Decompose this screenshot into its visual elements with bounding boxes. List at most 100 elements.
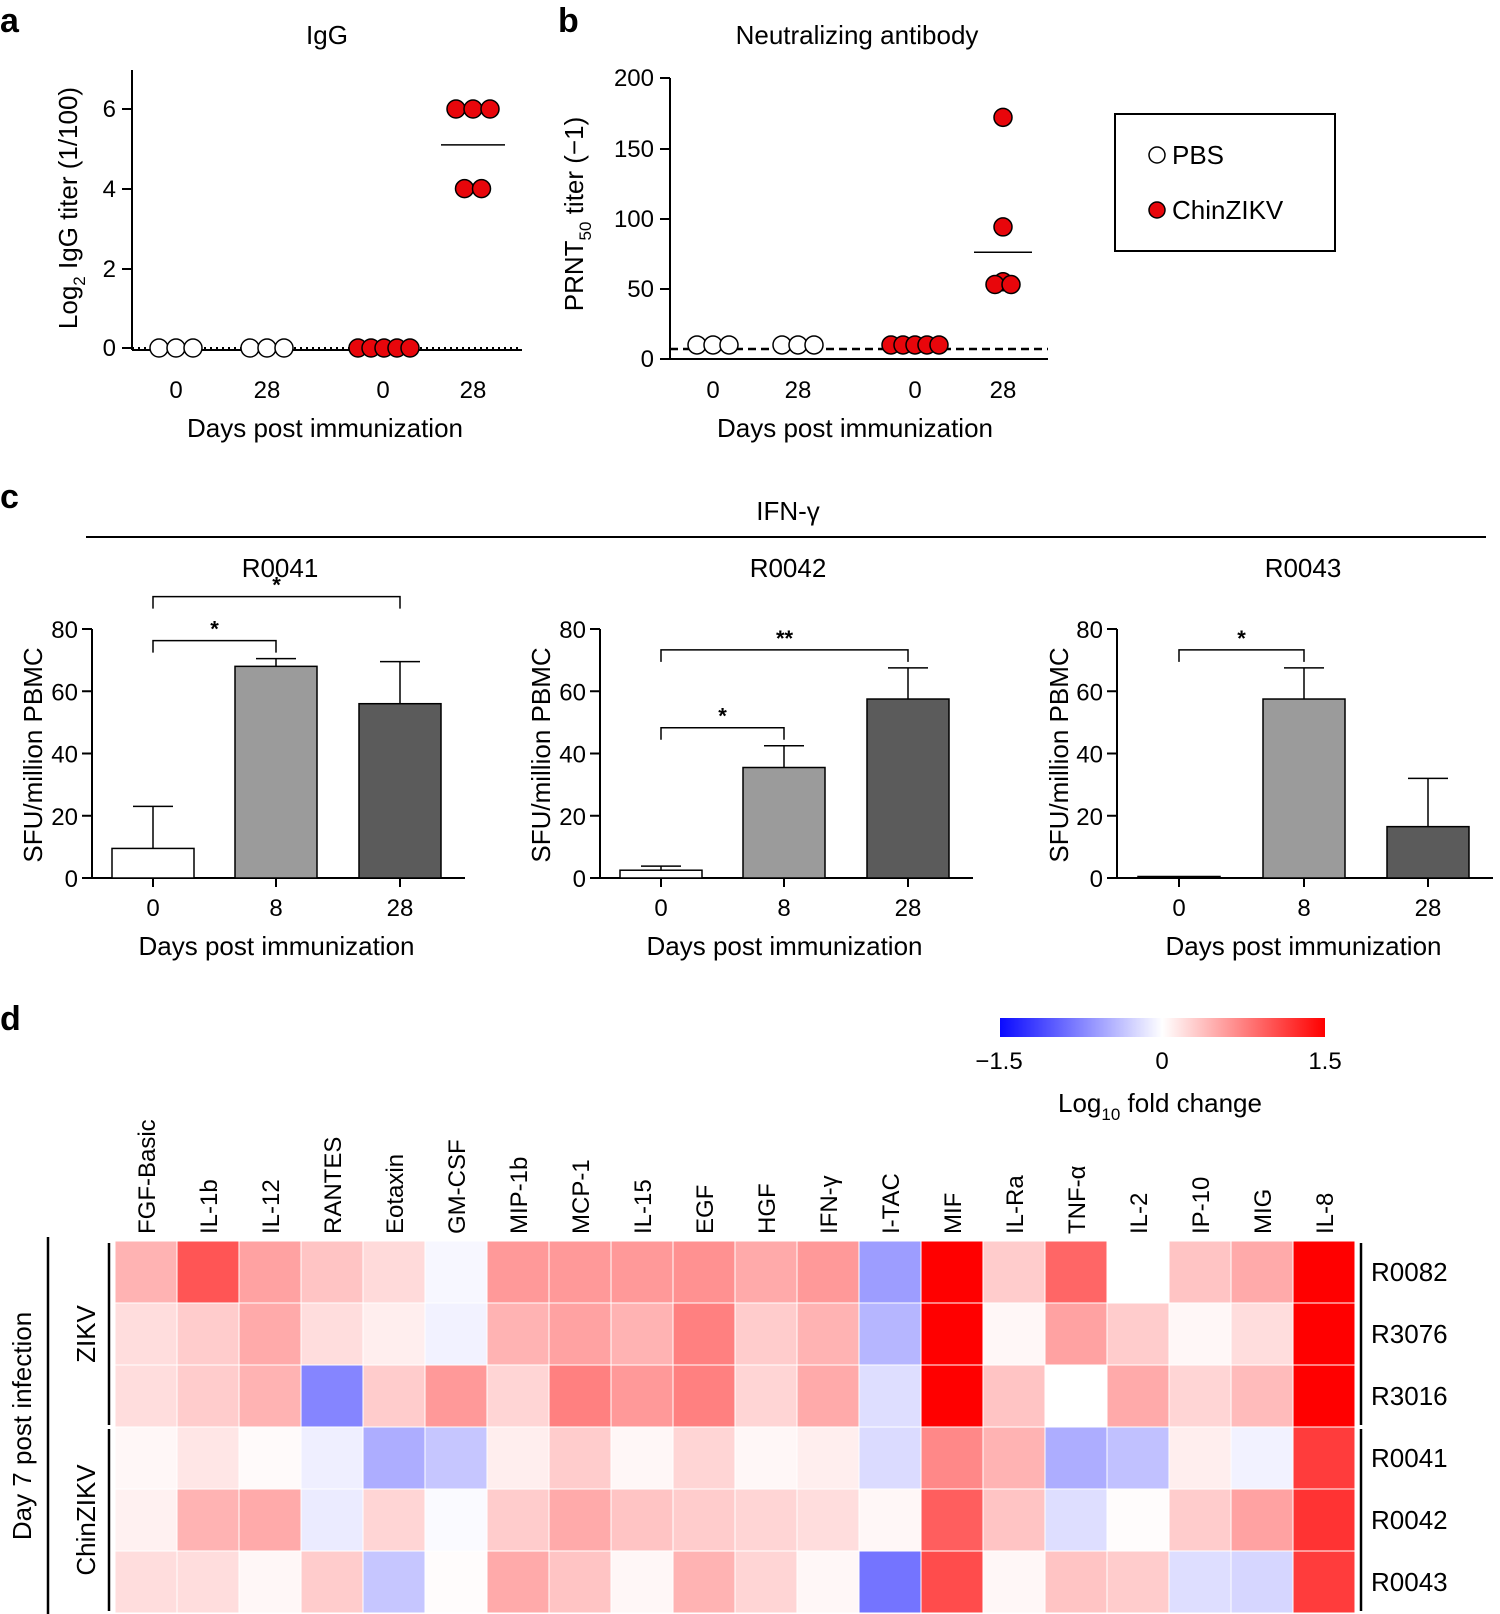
y-tick-label: 60 — [51, 679, 78, 706]
panel-b-y-tick: 100 — [614, 206, 670, 233]
heatmap-group-label: ZIKV — [71, 1304, 101, 1362]
panel-d-label: d — [0, 1000, 21, 1038]
heatmap-cell — [548, 1550, 612, 1614]
heatmap-column-label: IL-15 — [630, 1179, 657, 1234]
heatmap-cell — [610, 1240, 674, 1304]
heatmap-cell — [1168, 1364, 1232, 1428]
panel-a-points — [149, 99, 505, 358]
x-axis-label: Days post immunization — [139, 931, 415, 961]
x-tick-label: 8 — [777, 895, 790, 922]
heatmap-column-label: MIF — [940, 1193, 967, 1234]
heatmap-column-label: HGF — [754, 1183, 781, 1234]
bar-chart-r0042: R0042 0 20 40 60 80 0 8 28 Days post immunization… — [526, 553, 973, 961]
panel-a-y-axis-label: Log2 IgG titer (1/100) — [53, 87, 89, 329]
x-tick-label: 8 — [1297, 895, 1310, 922]
data-point — [274, 338, 294, 358]
heatmap: FGF-Basic IL-1b IL-12 RANTES Eotaxin GM-CSF MI… — [7, 1119, 1448, 1614]
heatmap-cell — [734, 1488, 798, 1552]
panel-c-label: c — [0, 478, 19, 516]
y-tick-label: 80 — [1076, 617, 1103, 644]
bar-chart-title: R0043 — [1265, 553, 1342, 583]
heatmap-row-label: R0043 — [1371, 1567, 1448, 1597]
heatmap-cell — [920, 1426, 984, 1490]
legend-chinzikv-marker — [1148, 201, 1166, 219]
heatmap-cell — [238, 1550, 302, 1614]
legend: PBS ChinZIKV — [1114, 113, 1336, 252]
panel-a-y-tick: 6 — [103, 96, 132, 123]
heatmap-cell — [734, 1364, 798, 1428]
bar — [742, 766, 826, 879]
panel-a-y-tick-label: 4 — [103, 176, 116, 203]
x-tick-label: 28 — [387, 895, 414, 922]
panel-a: IgG 0 2 4 6 0 28 0 28 Days post immuniza… — [53, 20, 522, 443]
heatmap-cell — [796, 1302, 860, 1366]
heatmap-cell — [672, 1488, 736, 1552]
y-tick-label: 40 — [51, 742, 78, 769]
heatmap-row-label: R0082 — [1371, 1257, 1448, 1287]
significance-label: ** — [776, 626, 794, 651]
colorbar-tick-label: 0 — [1155, 1048, 1168, 1075]
heatmap-cell — [1292, 1426, 1356, 1490]
heatmap-cell — [1230, 1488, 1294, 1552]
heatmap-row-label: R3076 — [1371, 1319, 1448, 1349]
significance-bracket — [660, 649, 909, 662]
x-tick-label: 0 — [654, 895, 667, 922]
heatmap-cell — [610, 1488, 674, 1552]
heatmap-cell — [1106, 1302, 1170, 1366]
panel-b-y-axis-label: PRNT50 titer (−1) — [559, 117, 595, 311]
heatmap-cell — [1230, 1550, 1294, 1614]
data-point — [149, 338, 169, 358]
colorbar — [1000, 1018, 1325, 1037]
heatmap-cell — [672, 1240, 736, 1304]
heatmap-cell — [424, 1488, 488, 1552]
y-tick-label: 0 — [65, 866, 78, 893]
data-point — [471, 178, 492, 199]
heatmap-cell — [238, 1240, 302, 1304]
bar-chart-title: R0042 — [750, 553, 827, 583]
heatmap-cell — [1044, 1550, 1108, 1614]
significance-label: * — [718, 704, 727, 729]
heatmap-cell — [1044, 1302, 1108, 1366]
y-tick-label: 80 — [559, 617, 586, 644]
panel-b-x-tick-label: 28 — [990, 377, 1017, 404]
heatmap-cell — [1230, 1240, 1294, 1304]
heatmap-cell — [548, 1426, 612, 1490]
panel-a-x-tick-label: 0 — [376, 377, 389, 404]
significance-label: * — [210, 617, 219, 642]
heatmap-cell — [982, 1488, 1046, 1552]
heatmap-cell — [362, 1550, 426, 1614]
heatmap-cell — [1168, 1426, 1232, 1490]
heatmap-cell — [1292, 1550, 1356, 1614]
panel-b-y-tick-label: 200 — [614, 65, 654, 92]
heatmap-cell — [672, 1426, 736, 1490]
data-point — [240, 338, 260, 358]
y-tick-label: 0 — [573, 866, 586, 893]
heatmap-cell — [1168, 1240, 1232, 1304]
y-axis-label: SFU/million PBMC — [18, 647, 48, 862]
bar — [358, 702, 442, 879]
x-tick-label: 28 — [895, 895, 922, 922]
heatmap-cell — [610, 1302, 674, 1366]
heatmap-column-label: Eotaxin — [382, 1154, 409, 1234]
panel-b-y-tick-label: 0 — [641, 346, 654, 373]
bar-chart-r0043: R0043 0 20 40 60 80 0 8 28 Days post immunization… — [1044, 553, 1493, 961]
heatmap-cell — [300, 1364, 364, 1428]
x-tick-label: 0 — [146, 895, 159, 922]
bar — [111, 847, 195, 879]
heatmap-column-label: MIP-1b — [506, 1157, 533, 1234]
heatmap-cell — [796, 1364, 860, 1428]
panel-c-header: IFN-γ — [756, 496, 820, 526]
panel-a-x-tick-label: 28 — [460, 377, 487, 404]
data-point — [929, 335, 949, 355]
data-point — [454, 178, 475, 199]
panel-b-points — [687, 107, 1032, 355]
data-point — [400, 338, 420, 358]
heatmap-cell — [486, 1550, 550, 1614]
panel-a-y-tick-label: 2 — [103, 256, 116, 283]
heatmap-column-label: GM-CSF — [444, 1139, 471, 1234]
panel-b-y-tick: 200 — [614, 65, 670, 92]
legend-chinzikv-label: ChinZIKV — [1172, 195, 1284, 225]
heatmap-cell — [672, 1302, 736, 1366]
bar — [1386, 825, 1470, 879]
x-tick-label: 28 — [1415, 895, 1442, 922]
